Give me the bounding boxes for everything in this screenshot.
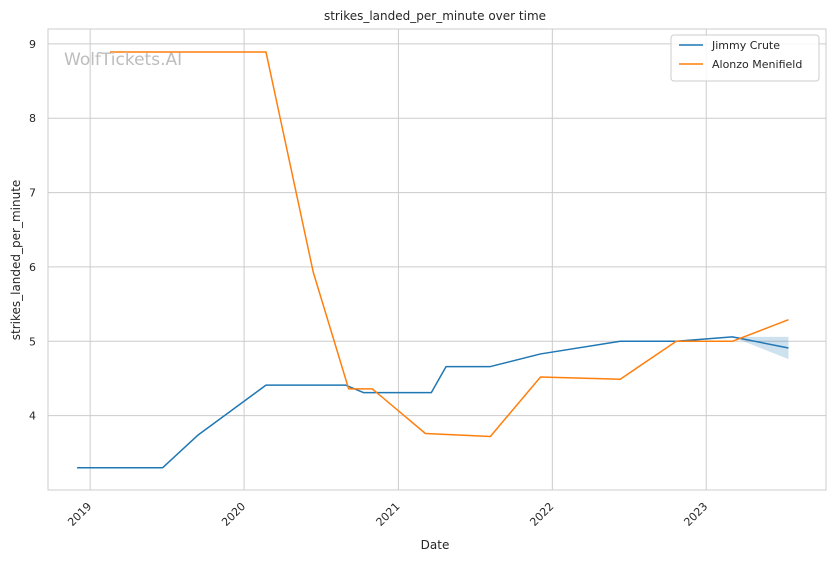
x-tick-label: 2022 [527, 500, 556, 529]
x-tick-label: 2019 [65, 500, 94, 529]
x-tick-labels: 2019 2020 2021 2022 2023 [65, 500, 710, 529]
confidence-band-0 [732, 336, 789, 360]
legend-box [670, 34, 820, 82]
chart-title: strikes_landed_per_minute over time [324, 9, 546, 23]
x-tick-label: 2021 [374, 500, 403, 529]
series-line-1 [109, 51, 789, 438]
y-tick-label: 6 [29, 261, 36, 274]
legend: Jimmy Crute Alonzo Menifield [670, 34, 820, 82]
y-tick-label: 9 [29, 38, 36, 51]
y-tick-labels: 4 5 6 7 8 9 [29, 38, 36, 423]
x-tick-label: 2020 [219, 500, 248, 529]
y-tick-label: 7 [29, 187, 36, 200]
confidence-bands [732, 336, 789, 360]
x-axis-title: Date [421, 538, 450, 552]
series-line-0 [77, 336, 789, 469]
y-axis-title: strikes_landed_per_minute [9, 180, 23, 341]
legend-label-alonzo-menifield: Alonzo Menifield [712, 58, 802, 71]
plot-frame [47, 28, 827, 491]
watermark: WolfTickets.AI [64, 50, 182, 70]
legend-label-jimmy-crute: Jimmy Crute [711, 39, 780, 52]
y-tick-label: 5 [29, 335, 36, 348]
y-tick-label: 8 [29, 112, 36, 125]
y-tick-label: 4 [29, 410, 36, 423]
series-lines [77, 51, 789, 469]
grid-lines [48, 29, 826, 490]
x-tick-label: 2023 [681, 500, 710, 529]
